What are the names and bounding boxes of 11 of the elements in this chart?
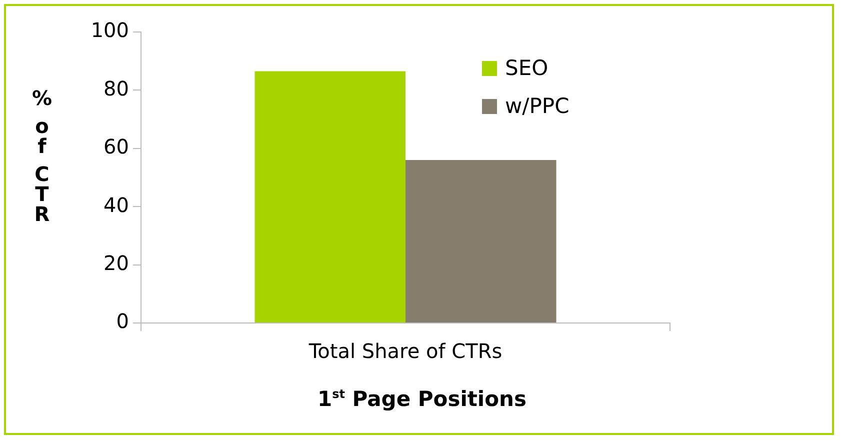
y-tick-label: 100	[90, 18, 129, 42]
x-axis-title: 1$^{st}$ Page Positions	[316, 387, 528, 411]
y-axis-title: % of CTR	[30, 86, 54, 226]
legend-label: w/PPC	[505, 94, 570, 118]
y-tick-label: 0	[116, 309, 129, 334]
y-tick-label: 80	[104, 76, 129, 100]
legend-label: SEO	[505, 56, 548, 80]
x-tick-label: Total Share of CTRs	[308, 339, 502, 364]
y-tick-label: 20	[104, 251, 129, 276]
y-tick-label: 40	[104, 192, 129, 217]
y-tick-label: 60	[104, 134, 129, 159]
